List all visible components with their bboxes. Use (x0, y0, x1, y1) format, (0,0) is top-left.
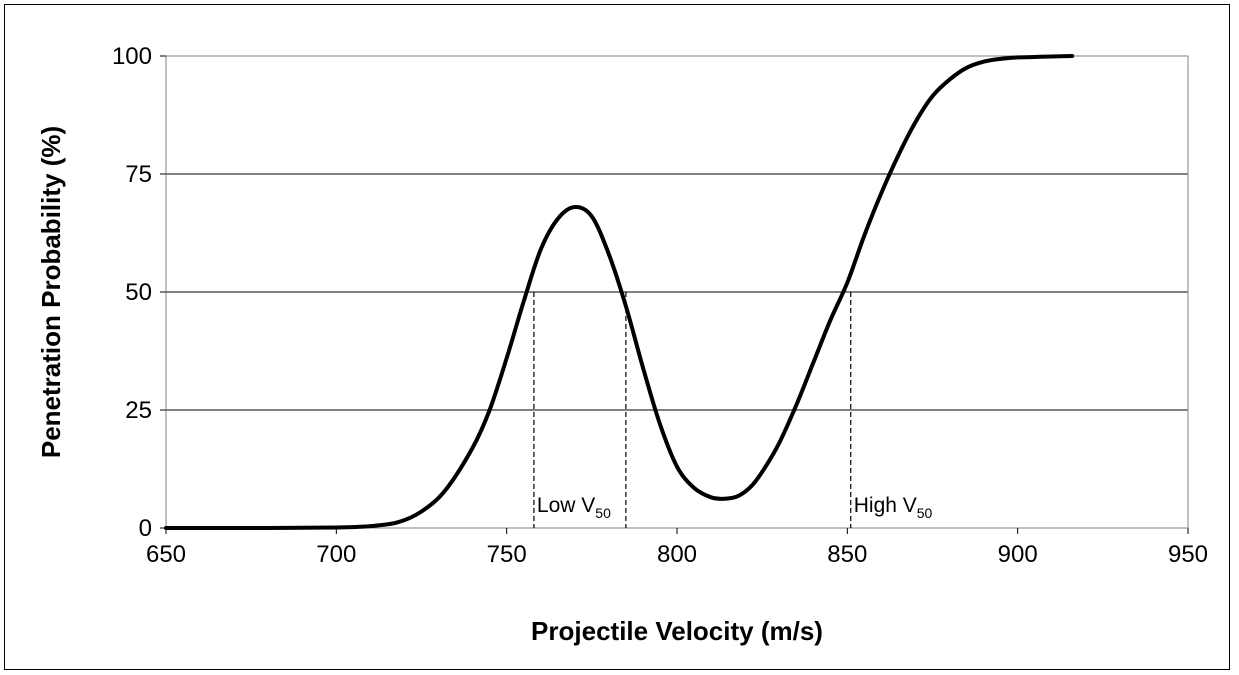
x-tick-label: 800 (657, 541, 697, 568)
v50-label: High V50 (854, 494, 933, 521)
v50-markers (533, 292, 852, 528)
x-axis-title: Projectile Velocity (m/s) (531, 616, 823, 646)
x-tick-label: 750 (487, 541, 527, 568)
chart-frame (4, 4, 1230, 670)
x-tick-label: 700 (316, 541, 356, 568)
x-tick-label: 950 (1168, 541, 1208, 568)
y-tick-label: 0 (139, 515, 152, 542)
y-tick-label: 25 (125, 397, 152, 424)
x-tick-label: 850 (827, 541, 867, 568)
y-tick-label: 50 (125, 279, 152, 306)
y-tick-label: 100 (112, 43, 152, 70)
v50-label: Low V50 (537, 494, 611, 521)
gridlines (166, 55, 1188, 529)
y-axis-title: Penetration Probability (%) (36, 126, 66, 458)
y-tick-labels: 0 25 50 75 100 (112, 43, 166, 542)
series-line (164, 54, 1075, 531)
annotations: Low V50 High V50 (537, 494, 933, 521)
x-tick-labels: 650 700 750 800 850 900 950 (146, 528, 1208, 568)
x-tick-label: 900 (998, 541, 1038, 568)
x-tick-label: 650 (146, 541, 186, 568)
y-tick-label: 75 (125, 161, 152, 188)
